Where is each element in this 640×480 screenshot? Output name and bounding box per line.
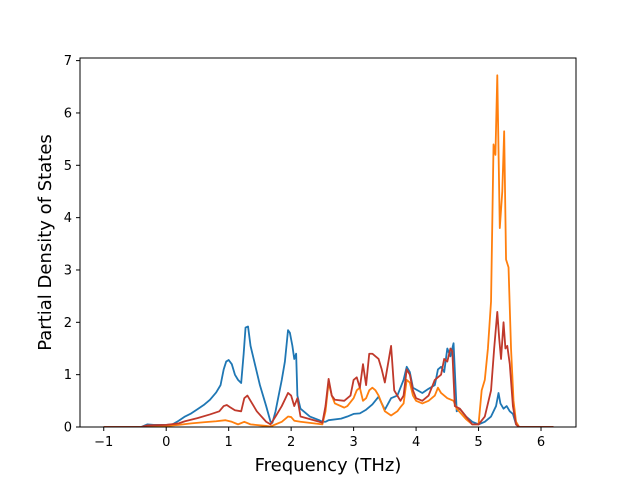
plot-area	[103, 74, 554, 427]
y-tick-label: 7	[64, 54, 72, 69]
y-tick-label: 6	[64, 106, 72, 121]
y-axis-title: Partial Density of States	[35, 134, 56, 351]
y-tick-label: 0	[64, 421, 72, 436]
x-tick-label: 6	[537, 435, 545, 450]
x-tick-label: 5	[474, 435, 482, 450]
x-axis-title: Frequency (THz)	[255, 455, 402, 476]
x-tick-label: 1	[225, 435, 233, 450]
y-tick-label: 2	[64, 316, 72, 331]
y-tick-label: 5	[64, 159, 72, 174]
x-tick-label: 3	[349, 435, 357, 450]
x-tick-label: −1	[94, 435, 113, 450]
plot-frame	[79, 57, 577, 428]
y-axis-ticks: 0 1 2 3 4 5 6 7	[64, 54, 80, 436]
x-tick-label: 0	[162, 435, 170, 450]
x-tick-label: 2	[287, 435, 295, 450]
x-axis-ticks: −1 0 1 2 3 4 5 6	[94, 427, 545, 450]
series-line-2	[103, 74, 554, 427]
x-tick-label: 4	[412, 435, 420, 450]
y-tick-label: 1	[64, 368, 72, 383]
y-tick-label: 4	[64, 211, 72, 226]
series-line-3	[103, 310, 554, 427]
y-tick-label: 3	[64, 263, 72, 278]
